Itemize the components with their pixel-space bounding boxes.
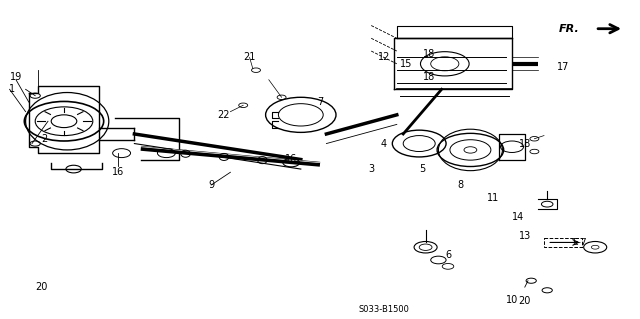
Text: S033-B1500: S033-B1500 <box>358 305 410 314</box>
Text: E-7: E-7 <box>572 238 586 247</box>
Text: 1: 1 <box>8 84 15 94</box>
Text: FR.: FR. <box>559 24 579 34</box>
Text: 4: 4 <box>381 138 387 149</box>
Text: 6: 6 <box>445 250 451 260</box>
Text: 18: 18 <box>518 138 531 149</box>
Text: 20: 20 <box>518 296 531 307</box>
Text: 5: 5 <box>419 164 426 174</box>
Text: 13: 13 <box>518 231 531 241</box>
Text: 20: 20 <box>35 282 48 292</box>
Text: 18: 18 <box>422 49 435 59</box>
Text: 10: 10 <box>506 295 518 305</box>
Text: 3: 3 <box>368 164 374 174</box>
Text: 22: 22 <box>218 110 230 120</box>
Text: 12: 12 <box>378 52 390 63</box>
Text: 8: 8 <box>458 180 464 190</box>
Text: 18: 18 <box>422 71 435 82</box>
Text: 19: 19 <box>10 71 22 82</box>
Text: 11: 11 <box>486 193 499 203</box>
Text: 7: 7 <box>317 97 323 107</box>
Text: 16: 16 <box>285 154 298 165</box>
Text: 15: 15 <box>400 59 413 69</box>
Text: 14: 14 <box>512 212 525 222</box>
Text: 21: 21 <box>243 52 256 63</box>
Text: 16: 16 <box>112 167 125 177</box>
Text: 2: 2 <box>42 134 48 144</box>
Text: 9: 9 <box>208 180 214 190</box>
Text: 17: 17 <box>557 62 570 72</box>
